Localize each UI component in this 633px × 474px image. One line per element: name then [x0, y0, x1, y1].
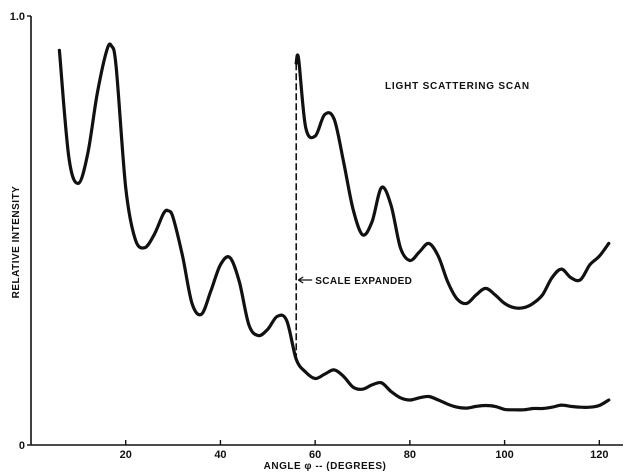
axes: [30, 16, 623, 446]
x-tick-label: 20: [120, 449, 132, 461]
x-tick-label: 100: [495, 449, 513, 461]
y-axis-label: RELATIVE INTENSITY: [11, 186, 22, 299]
x-ticks: 20 40 60 80 100 120: [120, 440, 608, 461]
annotation-layer: SCALE EXPANDED: [295, 63, 412, 360]
y-ticks: 01.0: [10, 11, 31, 452]
chart-title: LIGHT SCATTERING SCAN: [385, 81, 530, 92]
series-line-2: [294, 53, 611, 310]
x-tick-label: 120: [590, 449, 608, 461]
x-tick-label: 60: [309, 449, 321, 461]
x-tick-label: 80: [404, 449, 416, 461]
x-tick-label: 40: [214, 449, 226, 461]
scale-expanded-arrow-icon: [297, 276, 313, 284]
series-layer: [57, 42, 611, 412]
x-axis-label: ANGLE φ -- (DEGREES): [264, 461, 387, 472]
y-tick-label: 0: [19, 440, 25, 452]
scale-expanded-annotation: SCALE EXPANDED: [315, 276, 412, 287]
y-tick-label: 1.0: [10, 11, 25, 23]
series-line-1: [57, 42, 611, 412]
